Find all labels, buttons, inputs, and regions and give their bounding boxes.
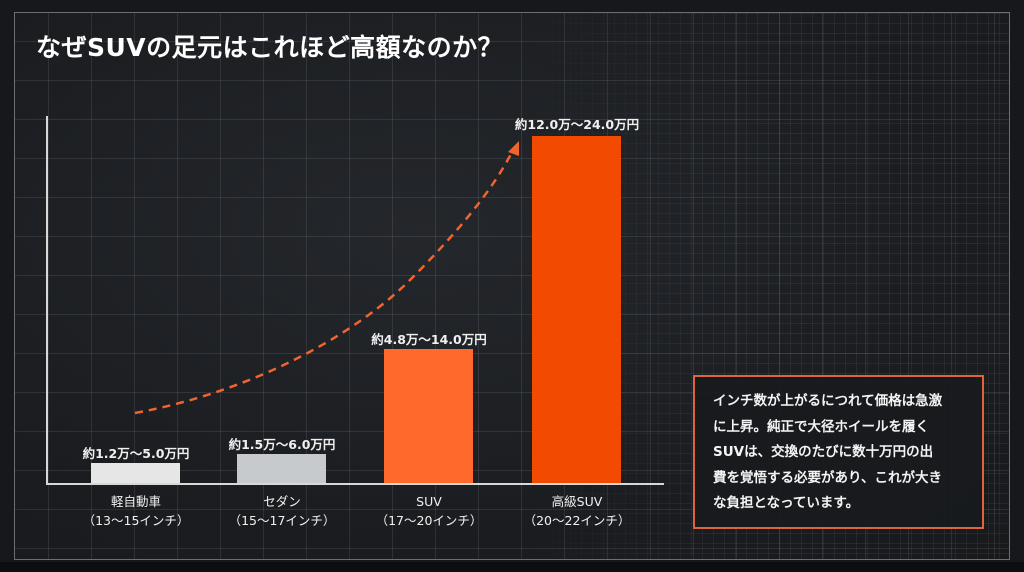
value-label-sedan: 約1.5万〜6.0万円 bbox=[228, 437, 336, 452]
bar-luxury-suv bbox=[532, 136, 621, 483]
y-axis bbox=[46, 116, 48, 485]
value-label-luxury-suv: 約12.0万〜24.0万円 bbox=[514, 117, 640, 132]
category-size: （13〜15インチ） bbox=[82, 513, 190, 528]
note-line: に上昇。純正で大径ホイールを履く bbox=[713, 418, 929, 435]
category-size: （20〜22インチ） bbox=[523, 513, 631, 528]
explanation-note: インチ数が上がるにつれて価格は急激 に上昇。純正で大径ホイールを履く SUVは、… bbox=[693, 375, 984, 529]
x-axis bbox=[46, 483, 664, 485]
note-line: な負担となっています。 bbox=[713, 495, 860, 511]
category-size: （17〜20インチ） bbox=[375, 513, 483, 528]
category-name: SUV bbox=[416, 494, 442, 509]
category-label-suv: SUV （17〜20インチ） bbox=[376, 492, 483, 530]
category-label-luxury-suv: 高級SUV （20〜22インチ） bbox=[524, 492, 631, 530]
value-label-kei: 約1.2万〜5.0万円 bbox=[82, 446, 190, 461]
note-line: インチ数が上がるにつれて価格は急激 bbox=[713, 393, 943, 409]
category-name: 高級SUV bbox=[551, 494, 603, 509]
category-label-kei: 軽自動車 （13〜15インチ） bbox=[83, 492, 190, 530]
page-title: なぜSUVの足元はこれほど高額なのか？ bbox=[36, 33, 504, 62]
category-name: セダン bbox=[263, 494, 301, 509]
note-line: SUVは、交換のたびに数十万円の出 bbox=[713, 444, 934, 460]
category-name: 軽自動車 bbox=[110, 494, 161, 509]
category-size: （15〜17インチ） bbox=[228, 513, 336, 528]
note-line: 費を覚悟する必要があり、これが大き bbox=[713, 469, 942, 486]
bar-kei bbox=[91, 463, 180, 483]
category-label-sedan: セダン （15〜17インチ） bbox=[229, 492, 336, 530]
value-label-suv: 約4.8万〜14.0万円 bbox=[371, 332, 487, 347]
bottom-band bbox=[0, 562, 1024, 572]
bar-suv bbox=[384, 349, 473, 483]
bar-sedan bbox=[237, 454, 326, 483]
